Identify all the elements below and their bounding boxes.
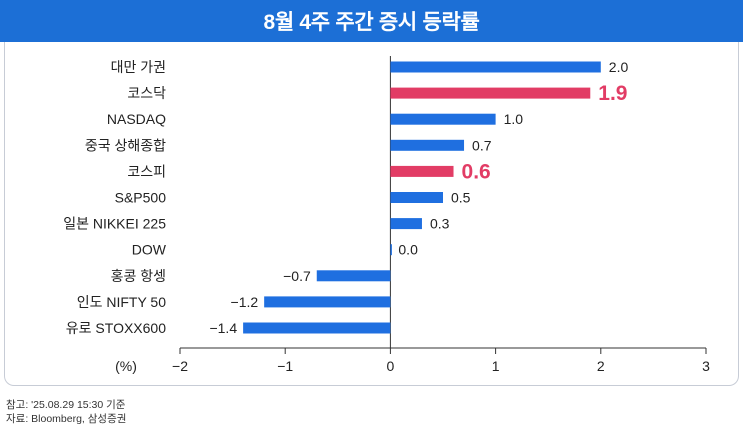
bar (390, 165, 454, 177)
category-label: 인도 NIFTY 50 (77, 294, 167, 310)
footnote-source: 자료: Bloomberg, 삼성증권 (6, 413, 127, 425)
x-tick-label: 3 (702, 358, 710, 374)
value-label: 0.3 (430, 216, 450, 232)
value-label: 1.9 (598, 82, 627, 105)
category-label: 중국 상해종합 (85, 137, 166, 153)
footnotes: 참고: '25.08.29 15:30 기준 자료: Bloomberg, 삼성… (6, 398, 126, 426)
bar (243, 322, 391, 334)
value-label: 0.5 (451, 190, 471, 206)
category-label: 유로 STOXX600 (66, 320, 166, 336)
bar (316, 270, 391, 282)
value-label: 2.0 (609, 59, 629, 75)
bar (390, 87, 591, 99)
value-label: −0.7 (283, 268, 311, 284)
chart-header: 8월 4주 주간 증시 등락률 (0, 0, 743, 42)
bar (390, 113, 496, 125)
value-label: −1.2 (231, 294, 259, 310)
bar (390, 61, 601, 73)
value-label: 1.0 (504, 111, 524, 127)
category-label: 일본 NIKKEI 225 (63, 216, 166, 232)
bar (390, 139, 465, 151)
bar (390, 192, 443, 203)
category-label: DOW (132, 242, 167, 258)
category-label: 대만 가권 (111, 59, 166, 75)
bar (390, 218, 422, 230)
x-tick-label: 2 (597, 358, 605, 374)
bar (390, 244, 392, 256)
value-label: 0.7 (472, 137, 492, 153)
x-tick-label: 1 (492, 358, 500, 374)
category-label: 홍콩 항셍 (111, 268, 166, 284)
x-axis-unit-label: (%) (115, 358, 137, 374)
category-label: 코스피 (127, 163, 166, 179)
bar-chart: 대만 가권 2.0 코스닥 1.9 NASDAQ 1.0 중국 상해종합 0.7 코스피 0.6 S… (63, 56, 710, 374)
x-tick-label: 0 (387, 358, 395, 374)
category-label: NASDAQ (107, 111, 166, 127)
value-label: −1.4 (209, 320, 237, 336)
chart-title: 8월 4주 주간 증시 등락률 (263, 11, 480, 34)
category-label: S&P500 (115, 190, 167, 206)
footnote-reference-time: 참고: '25.08.29 15:30 기준 (6, 399, 126, 411)
value-label: 0.0 (398, 242, 418, 258)
category-label: 코스닥 (127, 85, 166, 101)
x-tick-label: −1 (277, 358, 293, 374)
value-label: 0.6 (462, 160, 491, 183)
bar (264, 296, 391, 308)
x-tick-label: −2 (172, 358, 188, 374)
